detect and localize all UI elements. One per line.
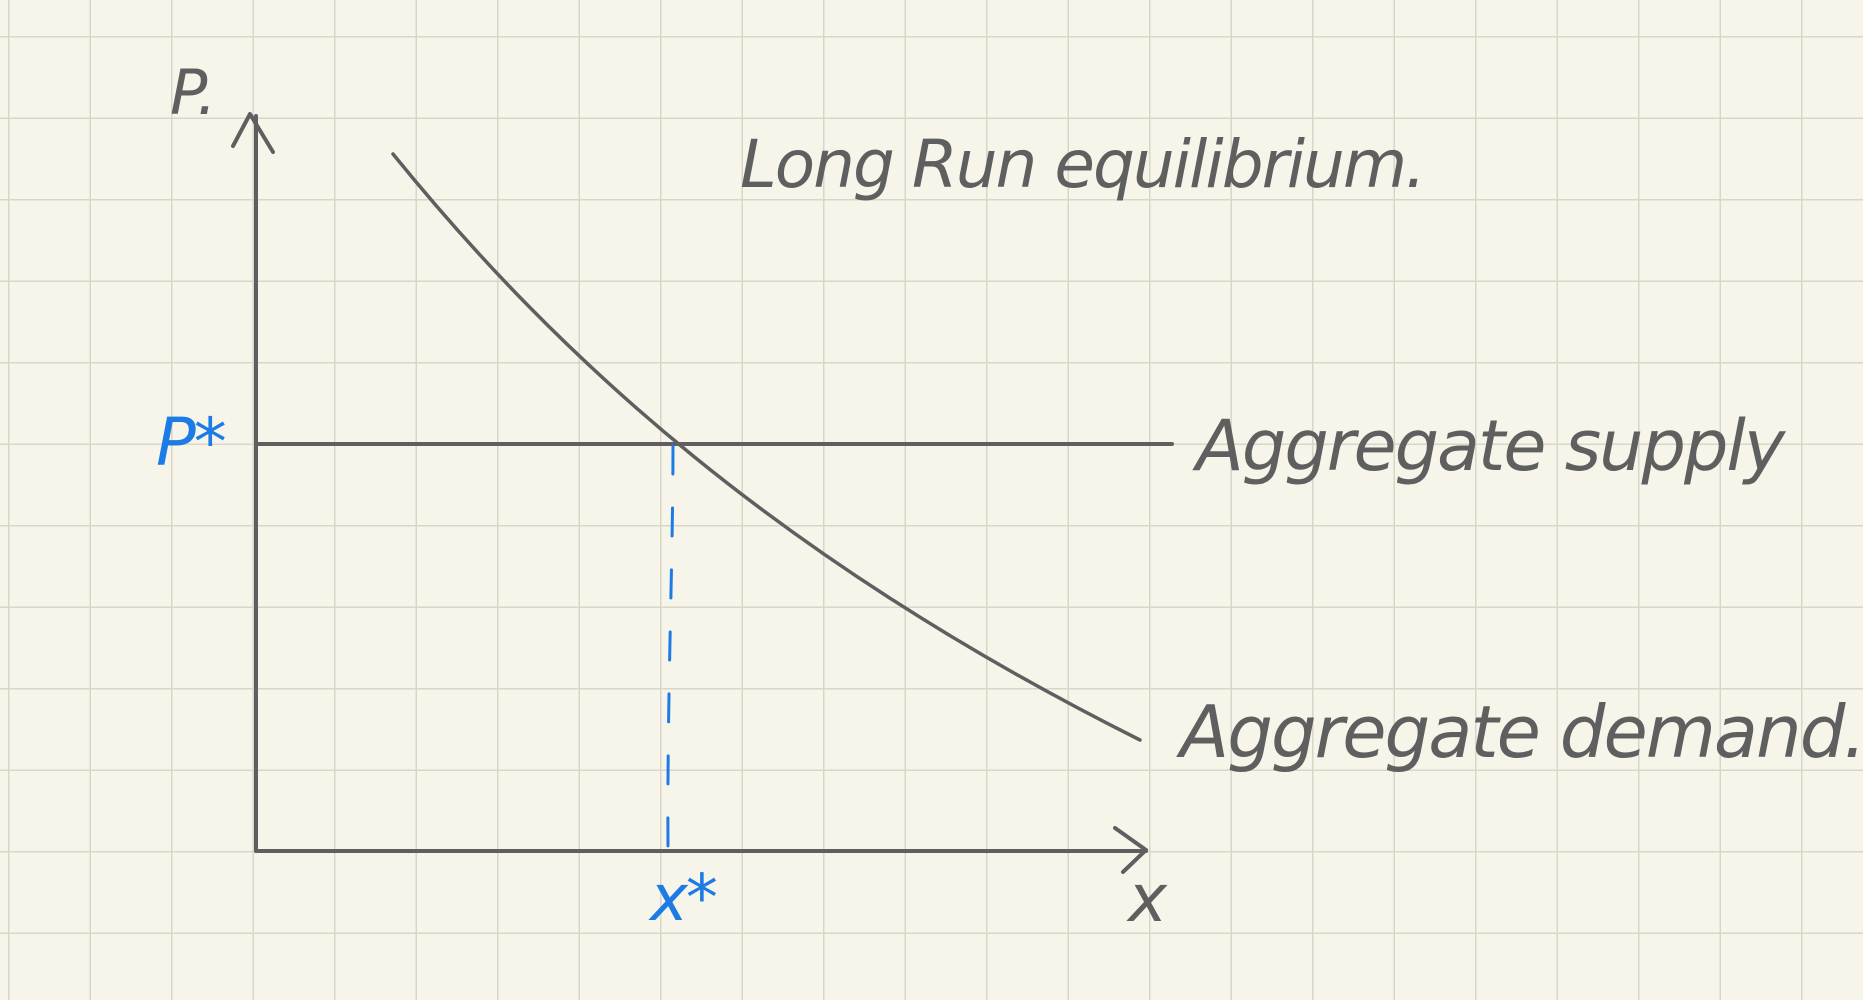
y-axis-label: P. xyxy=(170,56,217,129)
aggregate-demand-label: Aggregate demand. xyxy=(1180,690,1863,774)
aggregate-demand-curve xyxy=(391,152,1142,742)
x-axis-arrowhead xyxy=(1113,826,1148,874)
quantity-equilibrium-marker: x* xyxy=(650,862,718,936)
equilibrium-dashed-line xyxy=(666,444,675,852)
price-equilibrium-marker: P* xyxy=(156,404,227,481)
diagram-title: Long Run equilibrium. xyxy=(740,126,1426,203)
y-axis-arrowhead xyxy=(231,112,275,154)
x-axis-label: x xyxy=(1128,860,1167,937)
aggregate-supply-label: Aggregate supply xyxy=(1196,405,1785,487)
